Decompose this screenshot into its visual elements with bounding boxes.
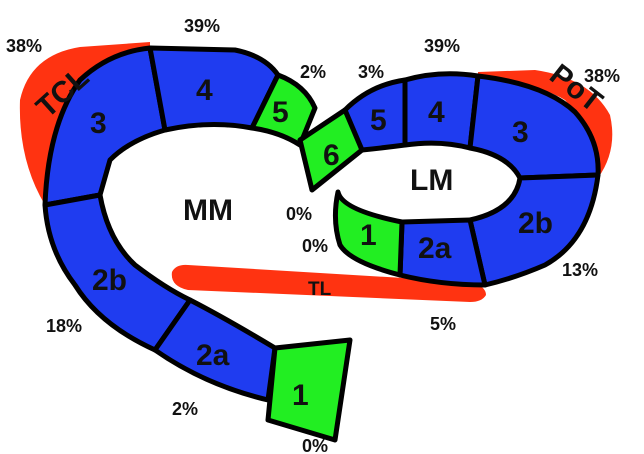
pct-18: 18% — [46, 316, 82, 336]
mm-seg-5-label: 5 — [272, 96, 289, 129]
tl-band — [171, 264, 487, 302]
lm-seg-3-label: 3 — [512, 116, 529, 149]
pct-38-right: 38% — [584, 66, 620, 86]
mm-label: MM — [183, 194, 233, 227]
lm-seg-3 — [467, 73, 601, 181]
pct-5: 5% — [430, 314, 456, 334]
pct-0-bottom: 0% — [302, 436, 328, 454]
lm-seg-6-label: 6 — [323, 139, 340, 172]
mm-seg-3-label: 3 — [90, 107, 107, 140]
pct-13: 13% — [562, 260, 598, 280]
mm-seg-2b-label: 2b — [92, 264, 127, 297]
pct-38-left: 38% — [6, 36, 42, 56]
pct-39-right: 39% — [424, 36, 460, 56]
mm-seg-3 — [42, 45, 168, 208]
mm-seg-1 — [265, 337, 353, 443]
lm-seg-2b — [467, 172, 601, 288]
lm-seg-1-label: 1 — [360, 219, 377, 252]
pct-0-mid2: 0% — [302, 236, 328, 256]
mm-seg-2a-label: 2a — [196, 339, 230, 372]
pct-39-left: 39% — [184, 16, 220, 36]
pct-0-mid1: 0% — [286, 204, 312, 224]
lm-seg-4-label: 4 — [428, 96, 445, 129]
lm-seg-2a — [397, 217, 488, 288]
lm-seg-5-label: 5 — [370, 104, 387, 137]
lm-seg-2b-label: 2b — [518, 207, 553, 240]
lm-label: LM — [410, 164, 453, 197]
pct-2-top: 2% — [300, 62, 326, 82]
pct-2-bottom: 2% — [172, 399, 198, 419]
lm-seg-1 — [332, 189, 405, 278]
mm-seg-1-label: 1 — [292, 379, 309, 412]
tl-label: TL — [308, 279, 332, 300]
lm-seg-2a-label: 2a — [418, 232, 452, 265]
pct-3-top: 3% — [358, 62, 384, 82]
mm-seg-4-label: 4 — [196, 74, 213, 107]
pot-cap — [478, 70, 613, 178]
